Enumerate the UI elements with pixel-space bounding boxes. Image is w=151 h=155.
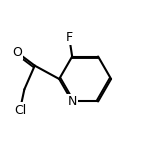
Text: O: O xyxy=(12,46,22,59)
Text: F: F xyxy=(66,31,73,44)
Text: Cl: Cl xyxy=(14,104,26,117)
Text: N: N xyxy=(67,95,77,108)
